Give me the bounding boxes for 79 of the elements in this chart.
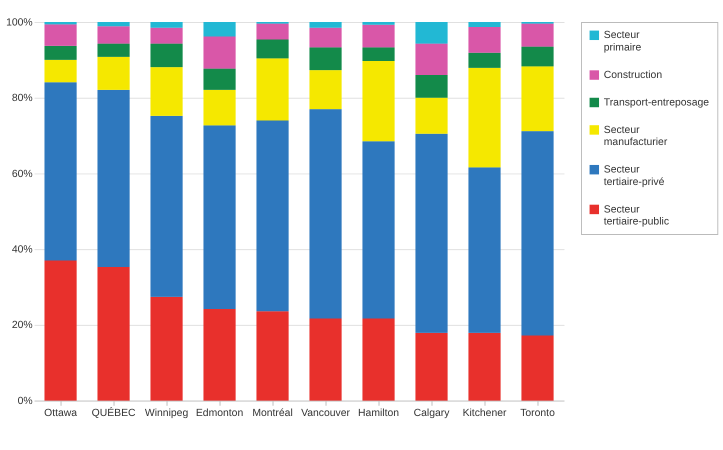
bar xyxy=(150,44,183,68)
bar xyxy=(521,335,554,401)
bar xyxy=(468,26,501,53)
bar xyxy=(521,46,554,66)
bar xyxy=(309,28,342,48)
y-tick-label: 0% xyxy=(18,396,33,407)
bar xyxy=(309,70,342,110)
bar xyxy=(203,90,236,126)
bar xyxy=(256,39,289,58)
bar xyxy=(256,24,289,40)
bar xyxy=(415,332,448,401)
bar xyxy=(150,296,183,401)
y-tick-label: 80% xyxy=(12,93,33,104)
bar xyxy=(44,260,77,401)
legend-label: Secteur primaire xyxy=(604,30,642,54)
bar xyxy=(309,47,342,70)
bar xyxy=(97,26,130,44)
bar xyxy=(362,61,395,142)
bar xyxy=(203,22,236,36)
x-tick-label: Vancouver xyxy=(301,408,351,420)
bar xyxy=(203,125,236,309)
bar xyxy=(256,58,289,120)
bar xyxy=(415,98,448,134)
legend-label: Transport-entreposage xyxy=(604,97,710,108)
bar xyxy=(203,36,236,69)
bar xyxy=(468,167,501,333)
bar xyxy=(309,109,342,318)
bar xyxy=(97,56,130,90)
x-tick-label: Ottawa xyxy=(44,408,78,420)
x-tick-label: Winnipeg xyxy=(144,408,188,420)
bar xyxy=(44,60,77,82)
legend-label: Secteur tertiaire-privé xyxy=(604,164,665,188)
y-tick-label: 20% xyxy=(12,320,33,332)
legend-label: Construction xyxy=(604,70,662,81)
bar xyxy=(203,68,236,90)
bar xyxy=(362,47,395,62)
bar xyxy=(468,68,501,168)
bar xyxy=(521,66,554,132)
bar xyxy=(468,22,501,27)
bar xyxy=(150,22,183,28)
bar xyxy=(415,22,448,44)
bar xyxy=(468,332,501,401)
bar xyxy=(415,75,448,98)
x-tick-label: QUÉBEC xyxy=(92,406,136,420)
bar xyxy=(150,28,183,44)
legend-label: Secteur tertiaire-public xyxy=(604,204,670,228)
bar xyxy=(362,24,395,48)
legend-label: Secteur manufacturier xyxy=(604,124,668,148)
bar xyxy=(415,134,448,333)
bar xyxy=(150,116,183,297)
bar xyxy=(97,266,130,401)
bar xyxy=(362,141,395,318)
x-tick-label: Calgary xyxy=(414,408,450,420)
bar xyxy=(203,308,236,401)
x-tick-label: Montréal xyxy=(252,408,293,420)
x-tick-label: Hamilton xyxy=(358,408,400,420)
bar xyxy=(309,22,342,28)
y-tick-label: 40% xyxy=(12,244,33,256)
bar xyxy=(97,22,130,26)
bar xyxy=(415,44,448,76)
x-tick-label: Toronto xyxy=(520,408,556,420)
bar xyxy=(521,131,554,336)
bar xyxy=(44,82,77,261)
x-tick-label: Edmonton xyxy=(196,408,244,420)
bar xyxy=(362,318,395,401)
bar xyxy=(362,22,395,25)
bar xyxy=(97,44,130,57)
bar xyxy=(256,120,289,312)
bar xyxy=(97,90,130,267)
y-tick-label: 100% xyxy=(6,17,33,28)
bar xyxy=(150,67,183,116)
x-tick-label: Kitchener xyxy=(462,408,508,420)
y-tick-label: 60% xyxy=(12,168,33,180)
bar xyxy=(521,24,554,47)
bar xyxy=(44,24,77,46)
bar xyxy=(309,318,342,401)
bar xyxy=(256,311,289,401)
bar xyxy=(44,46,77,60)
bar xyxy=(468,52,501,68)
